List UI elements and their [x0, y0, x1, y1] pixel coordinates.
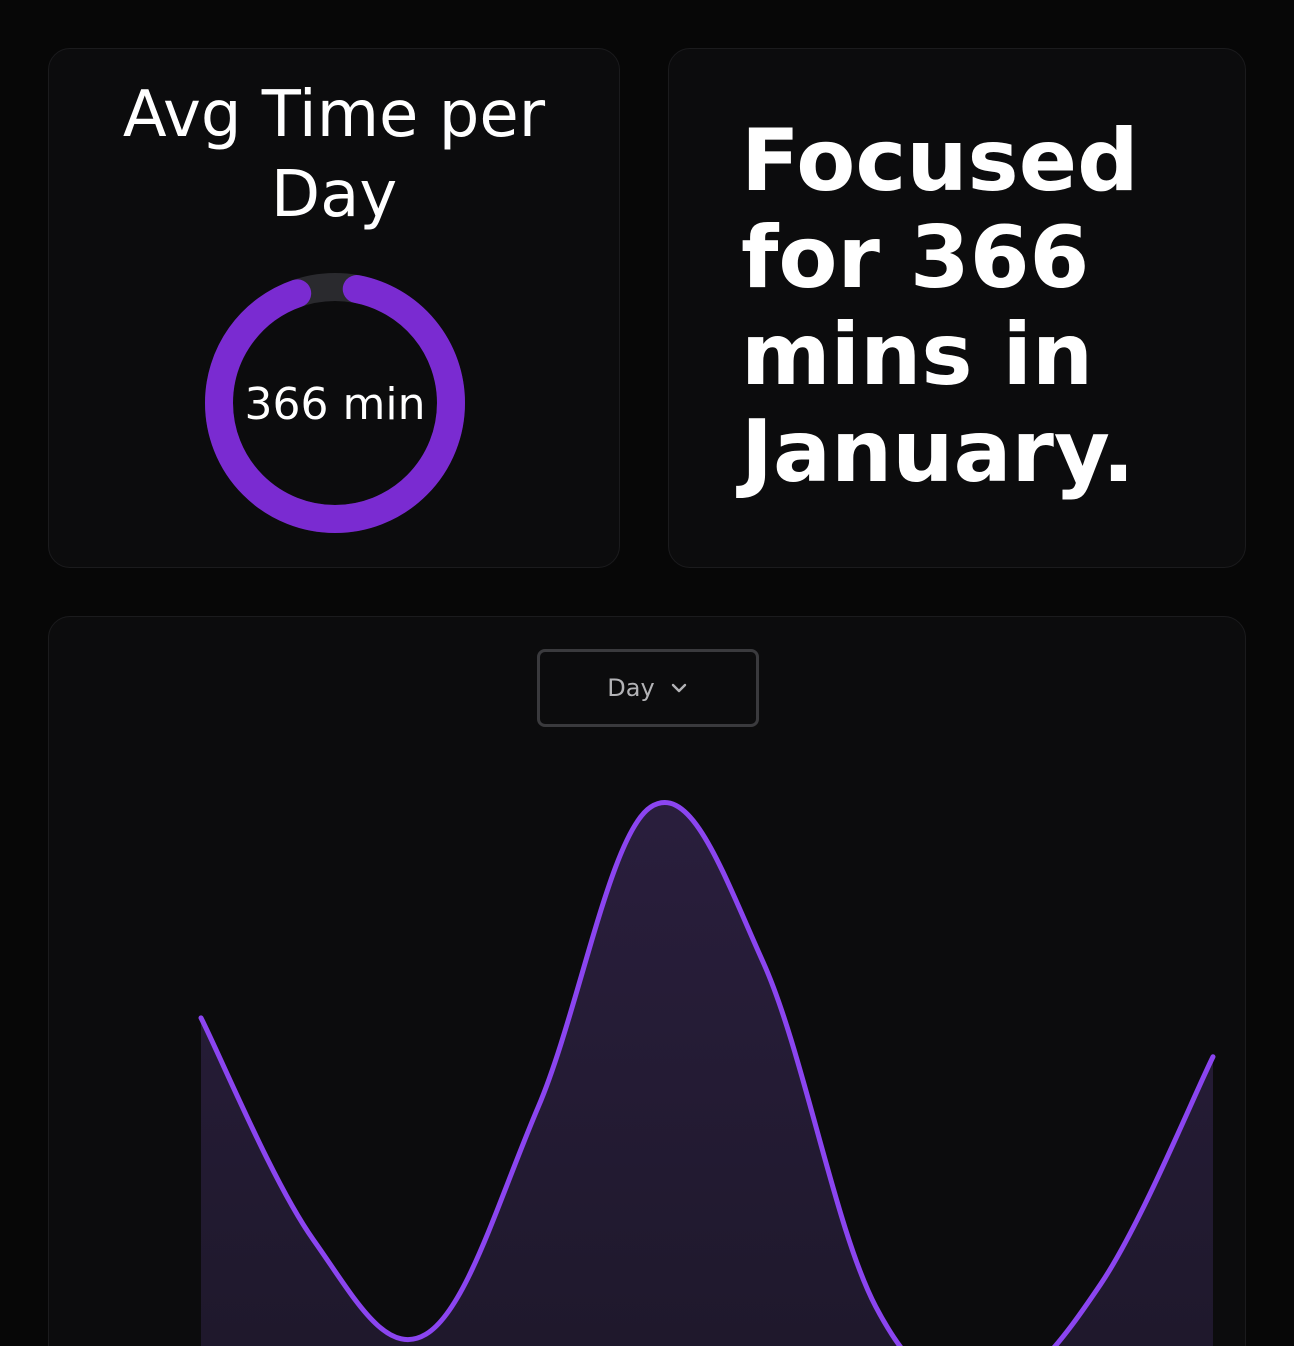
focus-summary-text: Focused for 366 mins in January. [741, 113, 1221, 501]
chevron-down-icon [669, 678, 689, 698]
progress-ring: 366 min [205, 273, 465, 533]
progress-ring-label: 366 min [205, 377, 465, 433]
period-dropdown-label: Day [607, 674, 654, 702]
avg-time-card: Avg Time per Day 366 min [48, 48, 620, 568]
area-fill [201, 803, 1213, 1346]
avg-time-title: Avg Time per Day [49, 75, 619, 235]
focus-summary-card: Focused for 366 mins in January. [668, 48, 1246, 568]
focus-chart-card: Day [48, 616, 1246, 1346]
period-dropdown[interactable]: Day [537, 649, 759, 727]
